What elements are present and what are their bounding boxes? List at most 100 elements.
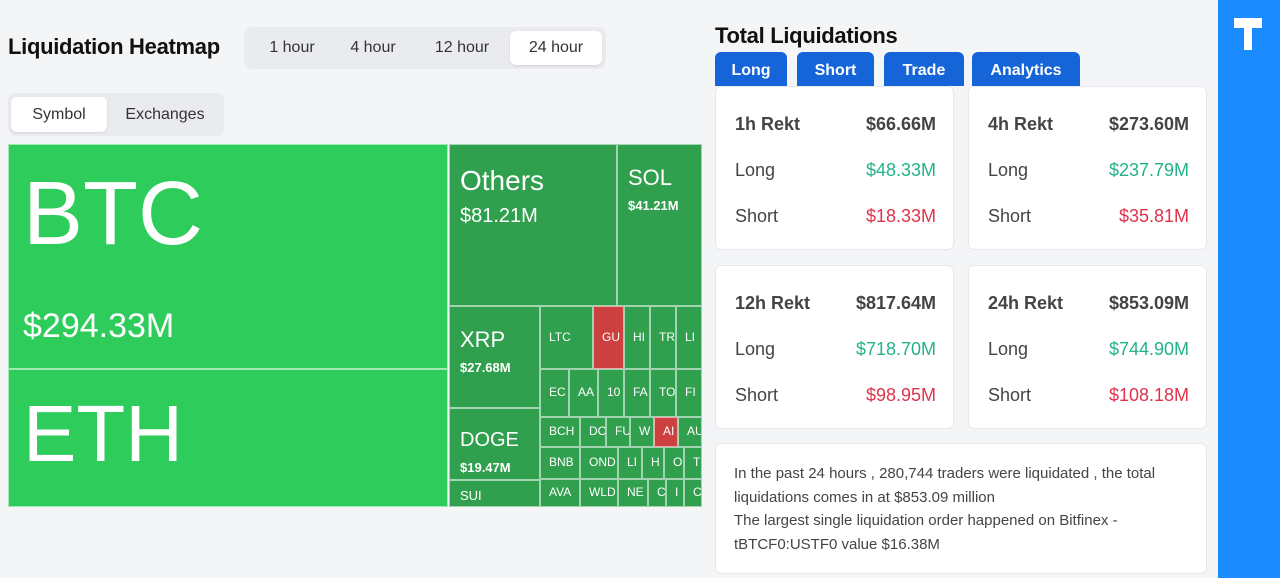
rekt-total: $853.09M — [1108, 293, 1189, 313]
heatmap-tile[interactable]: LTC — [540, 306, 593, 369]
tile-label: W — [639, 424, 651, 439]
heatmap-tile[interactable]: NE — [618, 479, 648, 507]
view-tab[interactable]: Exchanges — [125, 105, 205, 123]
heatmap-tile[interactable]: LI — [676, 306, 702, 369]
heatmap-tile[interactable]: EC — [540, 369, 569, 417]
heatmap-tile[interactable]: WLD — [580, 479, 618, 507]
long-value: $237.79M — [1108, 160, 1189, 180]
tile-label: OND — [589, 455, 616, 470]
view-tab[interactable]: Symbol — [11, 97, 107, 132]
sidebar — [1218, 0, 1280, 578]
long-value: $48.33M — [865, 160, 936, 180]
heatmap-tile[interactable]: AI — [654, 417, 678, 447]
rekt-total: $66.66M — [865, 114, 936, 134]
heatmap-tile[interactable]: AU — [678, 417, 702, 447]
tile-label: EC — [549, 385, 566, 400]
liquidation-tab[interactable]: Analytics — [972, 52, 1080, 86]
tile-value: $81.21M — [460, 205, 538, 228]
rekt-row: 12h Rekt $817.64M — [735, 293, 936, 314]
heatmap-tile[interactable]: BCH — [540, 417, 580, 447]
long-value: $744.90M — [1108, 339, 1189, 359]
heatmap-tile[interactable]: TO — [650, 369, 676, 417]
heatmap-tile[interactable]: Others $81.21M — [449, 144, 617, 306]
long-label: Long — [735, 339, 776, 359]
heatmap-tile[interactable]: I — [666, 479, 684, 507]
tile-label: WLD — [589, 485, 616, 500]
heatmap-tile[interactable]: C — [684, 479, 702, 507]
tile-label: ETH — [23, 389, 183, 478]
heatmap-tile[interactable]: ETH — [8, 369, 448, 507]
heatmap-tile[interactable]: BTC $294.33M — [8, 144, 448, 369]
tile-value: $294.33M — [23, 306, 175, 345]
short-value: $35.81M — [1118, 206, 1189, 226]
heatmap-tile[interactable]: T — [684, 447, 702, 479]
tile-label: SOL — [628, 165, 673, 190]
heatmap-tile[interactable]: H — [642, 447, 664, 479]
short-row: Short $35.81M — [988, 206, 1189, 227]
heatmap-tile[interactable]: XRP $27.68M — [449, 306, 540, 408]
rekt-card: 12h Rekt $817.64M Long $718.70M Short $98.95M — [715, 265, 954, 429]
heatmap-tile[interactable]: TR — [650, 306, 676, 369]
rekt-label: 1h Rekt — [735, 114, 801, 134]
tile-label: LI — [627, 455, 638, 470]
rekt-label: 24h Rekt — [988, 293, 1064, 313]
short-label: Short — [735, 206, 779, 226]
long-row: Long $237.79M — [988, 160, 1189, 181]
heatmap-tile[interactable]: W — [630, 417, 654, 447]
heatmap-tile[interactable]: O — [664, 447, 684, 479]
heatmap-tile[interactable]: DO — [580, 417, 606, 447]
tile-label: BNB — [549, 455, 574, 470]
heatmap-tile[interactable]: AVA — [540, 479, 580, 507]
heatmap-tile[interactable]: OND — [580, 447, 618, 479]
heatmap-tile[interactable]: GU — [593, 306, 624, 369]
heatmap-tile[interactable]: FI — [676, 369, 702, 417]
tile-label: TR — [659, 329, 675, 344]
long-value: $718.70M — [855, 339, 936, 359]
heatmap-tile[interactable]: SUI — [449, 480, 540, 507]
tile-label: TO — [659, 385, 676, 400]
tile-label: I — [675, 485, 679, 500]
rekt-row: 24h Rekt $853.09M — [988, 293, 1189, 314]
rekt-row: 1h Rekt $66.66M — [735, 114, 936, 135]
rekt-total: $273.60M — [1108, 114, 1189, 134]
tile-label: DO — [589, 424, 606, 439]
timeframe-button[interactable]: 1 hour — [269, 39, 315, 56]
liquidation-tab[interactable]: Short — [797, 52, 874, 86]
liquidation-tab[interactable]: Long — [715, 52, 787, 86]
heatmap-tile[interactable]: AA — [569, 369, 598, 417]
timeframe-button[interactable]: 12 hour — [434, 39, 490, 56]
timeframe-selector: 1 hour 4 hour 12 hour 24 hour — [244, 27, 606, 69]
tile-label: AVA — [549, 485, 572, 500]
tile-label: BTC — [23, 164, 203, 264]
timeframe-button[interactable]: 4 hour — [350, 39, 396, 56]
heatmap-tile[interactable]: 10 — [598, 369, 624, 417]
heatmap-tile[interactable]: SOL $41.21M — [617, 144, 702, 306]
tile-label: NE — [627, 485, 644, 500]
tile-label: AA — [578, 385, 595, 400]
tile-label: O — [673, 455, 683, 470]
long-row: Long $744.90M — [988, 339, 1189, 360]
heatmap-tile[interactable]: C — [648, 479, 666, 507]
heatmap-tile[interactable]: DOGE $19.47M — [449, 408, 540, 480]
tile-label: LI — [685, 329, 696, 344]
tile-label: T — [693, 455, 701, 470]
rekt-card: 4h Rekt $273.60M Long $237.79M Short $35.81M — [968, 86, 1207, 250]
short-label: Short — [735, 385, 779, 405]
heatmap-title: Liquidation Heatmap — [8, 34, 220, 59]
liquidation-tab[interactable]: Trade — [884, 52, 964, 86]
heatmap-tile[interactable]: BNB — [540, 447, 580, 479]
liquidations-title: Total Liquidations — [715, 23, 898, 48]
tile-label: FA — [633, 385, 648, 400]
tile-label: FI — [685, 385, 696, 400]
short-row: Short $108.18M — [988, 385, 1189, 406]
tile-label: AU — [687, 424, 701, 439]
logo[interactable] — [1230, 14, 1270, 54]
heatmap-tile[interactable]: FA — [624, 369, 650, 417]
heatmap-tile[interactable]: FU — [606, 417, 630, 447]
heatmap-tile[interactable]: HI — [624, 306, 650, 369]
timeframe-button[interactable]: 24 hour — [510, 31, 602, 65]
heatmap-tile[interactable]: LI — [618, 447, 642, 479]
summary-line: In the past 24 hours , 280,744 traders w… — [734, 465, 1156, 506]
summary-line: The largest single liquidation order hap… — [734, 512, 1118, 553]
long-label: Long — [735, 160, 776, 180]
